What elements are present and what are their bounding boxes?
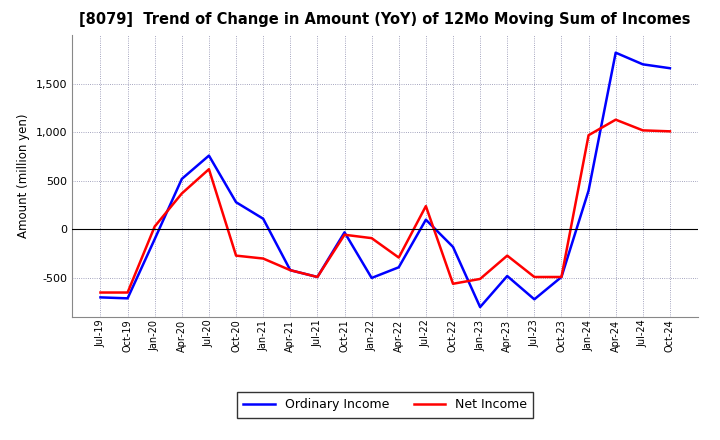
Net Income xyxy=(476,276,485,282)
Ordinary Income xyxy=(503,273,511,279)
Net Income xyxy=(557,275,566,280)
Line: Net Income: Net Income xyxy=(101,120,670,293)
Net Income xyxy=(341,232,349,238)
Ordinary Income xyxy=(178,176,186,182)
Ordinary Income xyxy=(232,200,240,205)
Ordinary Income xyxy=(530,297,539,302)
Ordinary Income xyxy=(449,244,457,249)
Ordinary Income xyxy=(367,275,376,281)
Net Income xyxy=(232,253,240,258)
Ordinary Income xyxy=(639,62,647,67)
Net Income xyxy=(584,132,593,138)
Y-axis label: Amount (million yen): Amount (million yen) xyxy=(17,114,30,238)
Line: Ordinary Income: Ordinary Income xyxy=(101,53,670,307)
Ordinary Income xyxy=(557,275,566,280)
Net Income xyxy=(665,128,674,134)
Net Income xyxy=(503,253,511,258)
Net Income xyxy=(204,167,213,172)
Net Income xyxy=(150,224,159,229)
Ordinary Income xyxy=(665,66,674,71)
Net Income xyxy=(395,255,403,260)
Net Income xyxy=(421,203,430,209)
Net Income xyxy=(286,268,294,273)
Ordinary Income xyxy=(421,217,430,222)
Net Income xyxy=(313,275,322,280)
Ordinary Income xyxy=(96,295,105,300)
Ordinary Income xyxy=(204,153,213,158)
Legend: Ordinary Income, Net Income: Ordinary Income, Net Income xyxy=(237,392,534,418)
Net Income xyxy=(367,235,376,241)
Ordinary Income xyxy=(395,264,403,270)
Net Income xyxy=(639,128,647,133)
Net Income xyxy=(96,290,105,295)
Net Income xyxy=(449,281,457,286)
Net Income xyxy=(611,117,620,122)
Net Income xyxy=(530,275,539,280)
Net Income xyxy=(178,191,186,196)
Ordinary Income xyxy=(123,296,132,301)
Net Income xyxy=(259,256,268,261)
Title: [8079]  Trend of Change in Amount (YoY) of 12Mo Moving Sum of Incomes: [8079] Trend of Change in Amount (YoY) o… xyxy=(79,12,691,27)
Ordinary Income xyxy=(476,304,485,310)
Net Income xyxy=(123,290,132,295)
Ordinary Income xyxy=(341,230,349,235)
Ordinary Income xyxy=(259,216,268,221)
Ordinary Income xyxy=(611,50,620,55)
Ordinary Income xyxy=(313,275,322,280)
Ordinary Income xyxy=(286,268,294,273)
Ordinary Income xyxy=(150,236,159,242)
Ordinary Income xyxy=(584,188,593,193)
